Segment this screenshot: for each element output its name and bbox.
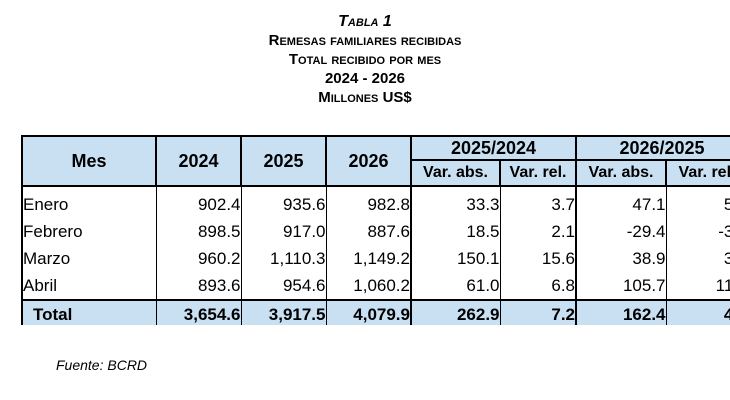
header-var-abs-2: Var. abs. bbox=[575, 159, 667, 187]
cell-value: 61.0 bbox=[410, 272, 501, 300]
cell-month: Total bbox=[21, 299, 157, 325]
cell-value: 902.4 bbox=[155, 186, 242, 218]
cell-value: 105.7 bbox=[575, 272, 667, 300]
header-group-2026-2025: 2026/2025 bbox=[575, 135, 730, 161]
cell-value: 893.6 bbox=[155, 272, 242, 300]
cell-value: 6.8 bbox=[499, 272, 577, 300]
header-year-2024: 2024 bbox=[155, 135, 242, 187]
remittances-table-container: Mes 2024 2025 2026 2025/2024 2026/2025 V… bbox=[21, 135, 730, 325]
cell-value: 5.0 bbox=[665, 186, 730, 218]
remittances-table: Mes 2024 2025 2026 2025/2024 2026/2025 V… bbox=[21, 135, 730, 325]
header-year-2025: 2025 bbox=[240, 135, 327, 187]
cell-value: 4.1 bbox=[665, 299, 730, 325]
cell-value: 33.3 bbox=[410, 186, 501, 218]
cell-value: 887.6 bbox=[325, 218, 412, 245]
header-var-abs-1: Var. abs. bbox=[410, 159, 501, 187]
cell-value: -3.2 bbox=[665, 218, 730, 245]
table-title: Remesas familiares recibidas bbox=[268, 32, 462, 49]
cell-month: Febrero bbox=[21, 218, 157, 245]
table-title-block: Tabla 1 Remesas familiares recibidas Tot… bbox=[0, 12, 730, 107]
cell-value: 1,149.2 bbox=[325, 245, 412, 272]
cell-value: 262.9 bbox=[410, 299, 501, 325]
cell-value: 150.1 bbox=[410, 245, 501, 272]
cell-value: -29.4 bbox=[575, 218, 667, 245]
cell-value: 917.0 bbox=[240, 218, 327, 245]
header-year-2026: 2026 bbox=[325, 135, 412, 187]
cell-value: 3,917.5 bbox=[240, 299, 327, 325]
table-period: 2024 - 2026 bbox=[324, 70, 406, 87]
cell-value: 935.6 bbox=[240, 186, 327, 218]
cell-value: 18.5 bbox=[410, 218, 501, 245]
table-row-total: Total3,654.63,917.54,079.9262.97.2162.44… bbox=[21, 299, 730, 325]
cell-month: Marzo bbox=[21, 245, 157, 272]
table-units: Millones US$ bbox=[318, 89, 412, 106]
cell-value: 7.2 bbox=[499, 299, 577, 325]
cell-month: Abril bbox=[21, 272, 157, 300]
header-var-rel-1: Var. rel. bbox=[499, 159, 577, 187]
table-label: Tabla 1 bbox=[338, 13, 392, 30]
cell-value: 982.8 bbox=[325, 186, 412, 218]
cell-value: 898.5 bbox=[155, 218, 242, 245]
header-var-rel-2: Var. rel. bbox=[665, 159, 730, 187]
header-month: Mes bbox=[21, 135, 157, 187]
cell-value: 11.1 bbox=[665, 272, 730, 300]
cell-value: 960.2 bbox=[155, 245, 242, 272]
cell-value: 1,060.2 bbox=[325, 272, 412, 300]
cell-value: 15.6 bbox=[499, 245, 577, 272]
table-subtitle: Total recibido por mes bbox=[288, 51, 442, 68]
cell-value: 2.1 bbox=[499, 218, 577, 245]
cell-month: Enero bbox=[21, 186, 157, 218]
cell-value: 4,079.9 bbox=[325, 299, 412, 325]
cell-value: 38.9 bbox=[575, 245, 667, 272]
source-note: Fuente: BCRD bbox=[56, 357, 148, 373]
cell-value: 3,654.6 bbox=[155, 299, 242, 325]
cell-value: 954.6 bbox=[240, 272, 327, 300]
cell-value: 47.1 bbox=[575, 186, 667, 218]
cell-value: 3.5 bbox=[665, 245, 730, 272]
table-body: Enero902.4935.6982.833.33.747.15.0Febrer… bbox=[21, 186, 730, 325]
header-group-2025-2024: 2025/2024 bbox=[410, 135, 577, 161]
cell-value: 1,110.3 bbox=[240, 245, 327, 272]
cell-value: 3.7 bbox=[499, 186, 577, 218]
cell-value: 162.4 bbox=[575, 299, 667, 325]
